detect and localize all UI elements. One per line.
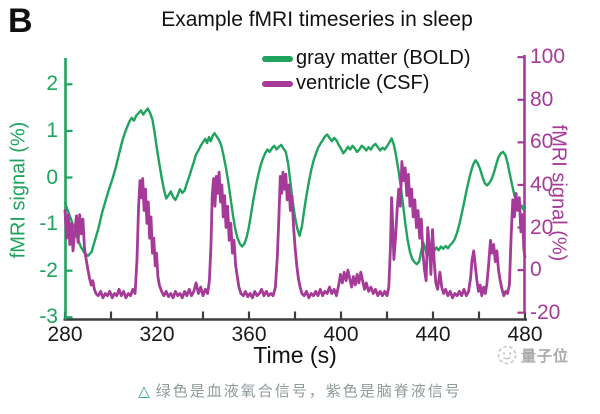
x-tick-480: 480 <box>507 323 543 346</box>
right-tick-40: 40 <box>530 172 554 196</box>
left-tick-0: 0 <box>46 165 58 189</box>
caption-text: 绿色是血液氧合信号，紫色是脑脊液信号 <box>155 383 462 400</box>
right-tick--20: -20 <box>530 300 561 324</box>
legend-label-ventricle: ventricle (CSF) <box>296 72 430 94</box>
left-tick--1: -1 <box>39 212 58 236</box>
left-axis-label: fMRI signal (%) <box>7 121 30 259</box>
legend-label-gray-matter: gray matter (BOLD) <box>296 47 471 69</box>
triangle-marker-icon: △ <box>138 383 150 400</box>
watermark: 量子位 <box>496 344 569 366</box>
qbitai-logo-icon <box>497 345 517 365</box>
x-tick-400: 400 <box>323 323 359 346</box>
x-tick-440: 440 <box>415 323 451 346</box>
x-tick-320: 320 <box>139 323 175 346</box>
left-tick-2: 2 <box>46 72 58 96</box>
left-tick--3: -3 <box>39 305 58 329</box>
panel-label: B <box>8 2 33 40</box>
left-tick-1: 1 <box>46 118 58 142</box>
x-axis-label: Time (s) <box>253 342 337 368</box>
right-tick-20: 20 <box>530 215 554 239</box>
ventricle-csf-curve <box>63 160 527 300</box>
legend: gray matter (BOLD) ventricle (CSF) <box>262 46 470 96</box>
right-tick-100: 100 <box>530 45 566 69</box>
gray-matter-bold-curve <box>63 107 527 266</box>
watermark-text: 量子位 <box>521 347 570 365</box>
x-tick-280: 280 <box>47 323 83 346</box>
x-tick-360: 360 <box>231 323 267 346</box>
chart-title: Example fMRI timeseries in sleep <box>161 8 473 31</box>
right-tick-80: 80 <box>530 87 554 111</box>
legend-item-gray-matter: gray matter (BOLD) <box>262 46 470 71</box>
left-tick--2: -2 <box>39 258 58 282</box>
ventricle-swatch-icon <box>262 80 293 87</box>
gray-matter-swatch-icon <box>262 55 293 62</box>
legend-item-ventricle: ventricle (CSF) <box>262 71 470 96</box>
right-tick-0: 0 <box>530 258 542 282</box>
figure-caption: △ 绿色是血液氧合信号，紫色是脑脊液信号 <box>0 380 600 401</box>
right-tick-60: 60 <box>530 130 554 154</box>
